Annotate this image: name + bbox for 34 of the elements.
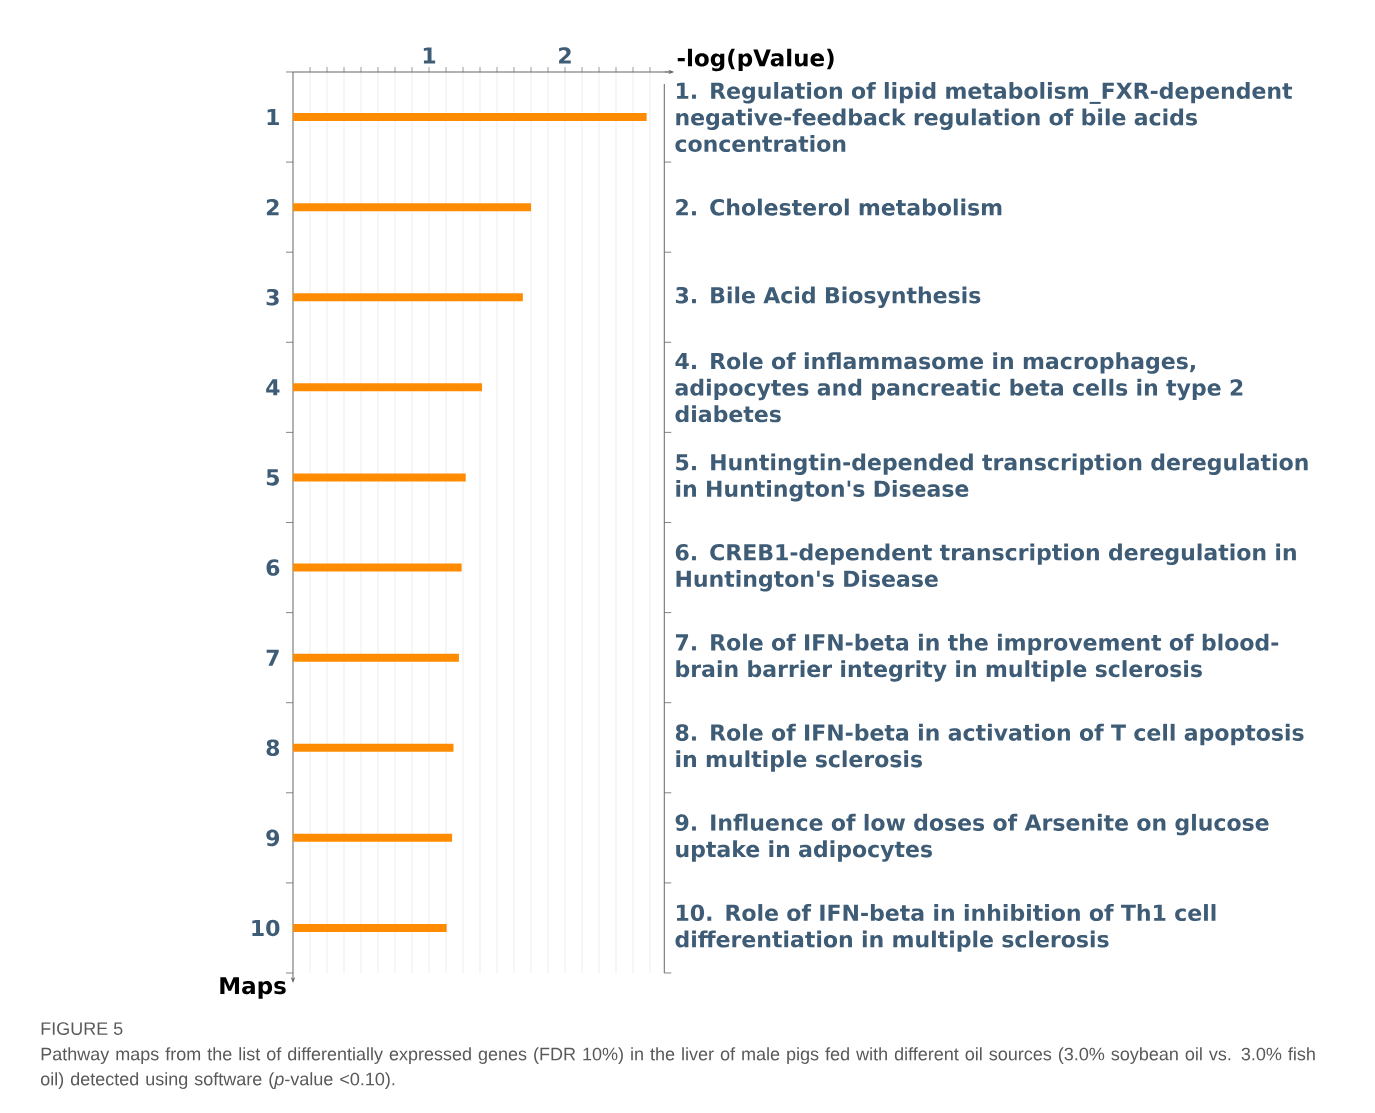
text: 9. Influence of low doses of Arsenite on glucose uptake in adipocytes: [675, 813, 1269, 862]
y-tick-label: 10: [252, 919, 280, 937]
text: 6. CREB1-dependent transcription deregulation in Huntington's Disease: [675, 543, 1296, 592]
bar: [293, 743, 454, 752]
text: 3. Bile Acid Biosynthesis: [675, 286, 981, 308]
bar: [293, 473, 466, 482]
bar: [293, 203, 532, 212]
text: 10. Role of IFN-beta in inhibition of Th1 cell differentiation in multiple sclerosis: [675, 904, 1216, 952]
bar: [293, 293, 523, 302]
text: 5. Huntingtin-depended transcription deregulation in Huntington's Disease: [676, 453, 1308, 502]
y-tick-label: 4: [266, 379, 280, 396]
bar: [293, 923, 447, 932]
y-tick-label: 9: [266, 829, 280, 847]
y-tick-label: 6: [266, 559, 280, 576]
text: 4. Role of inflammasome in macrophages, adipocytes and pancreatic beta cells in type 2 diabetes: [675, 352, 1243, 423]
bar: [293, 383, 483, 392]
bar: [293, 113, 647, 122]
y-tick-label: 1: [267, 109, 279, 126]
y-tick-label: 2: [266, 198, 279, 216]
bar: [293, 563, 462, 572]
y-tick-label: 8: [266, 739, 280, 757]
bar: [293, 653, 459, 662]
text: 2. Cholesterol metabolism: [676, 198, 1002, 216]
text: Pathway maps from the list of differentially expressed genes (FDR 10%) in the liver of male pigs fed with different oil sources (3.0% soybean oil vs. 3.0% fish oil) detected using software (p-value <0.10).: [40, 1047, 1315, 1089]
bar: [293, 833, 453, 842]
text: 1. Regulation of lipid metabolism_FXR-dependent negative-feedback regulation of bile acids concentration: [675, 82, 1293, 153]
caption: FIGURE 5: [41, 1022, 123, 1035]
y-tick-label: 5: [266, 469, 279, 486]
text: 7. Role of IFN-beta in the improvement of blood-brain barrier integrity in multiple sclerosis: [675, 633, 1279, 682]
y-tick-label: 3: [266, 288, 279, 306]
x-axis-title: -log(pValue): [677, 48, 834, 72]
y-tick-label: 7: [266, 649, 279, 666]
y-axis-title: Maps: [220, 977, 286, 999]
text: 8. Role of IFN-beta in activation of T cell apoptosis in multiple sclerosis: [675, 723, 1304, 772]
